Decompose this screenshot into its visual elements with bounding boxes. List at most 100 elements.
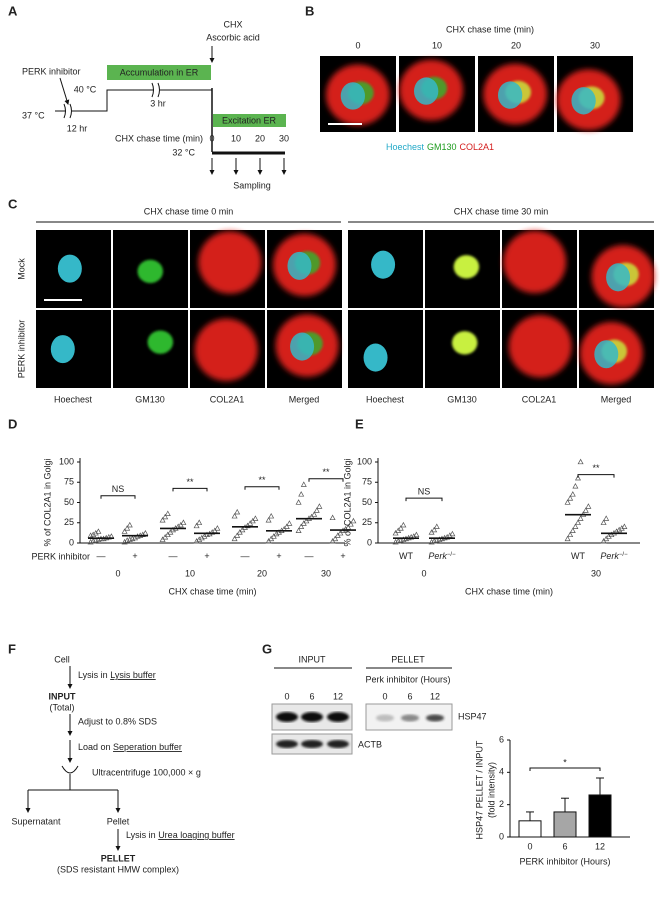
y-tick-label: 100 [357, 456, 372, 466]
x-tick-label: + [276, 551, 281, 561]
data-point [577, 458, 584, 465]
micrograph-content [272, 233, 336, 297]
y-tick-label: 0 [69, 537, 74, 547]
data-point [564, 535, 571, 542]
label: 32 °C [172, 147, 195, 157]
micrograph-content [503, 230, 567, 294]
data-point [196, 536, 203, 542]
x-axis-label: CHX chase time (min) [168, 586, 256, 596]
data-point [283, 523, 290, 529]
data-point [347, 521, 354, 527]
golgi [451, 331, 478, 355]
significance: ** [322, 467, 330, 477]
nucleus [50, 335, 75, 364]
data-point [276, 529, 282, 535]
node-label: (SDS resistant HMW complex) [57, 864, 179, 874]
y-tick-label: 50 [64, 497, 74, 507]
data-point [605, 533, 612, 539]
micrograph [348, 310, 423, 388]
nucleus [594, 340, 619, 369]
panel-label: E [355, 416, 364, 431]
data-point [298, 491, 305, 497]
y-tick-label: 0 [367, 537, 372, 547]
data-point [577, 515, 584, 521]
data-point [332, 535, 339, 542]
data-point [234, 532, 241, 538]
collagen [198, 231, 262, 294]
tube [61, 765, 79, 790]
category: — [305, 551, 314, 561]
green-box [107, 65, 211, 80]
data-point [295, 527, 302, 534]
data-point [567, 495, 574, 501]
y-tick-label: 100 [59, 456, 74, 466]
data-point [142, 529, 149, 536]
data-point [95, 528, 102, 534]
text: Urea loaging buffer [158, 830, 234, 840]
data-point [433, 523, 440, 529]
nucleus [371, 250, 396, 279]
y-tick-label: 6 [499, 734, 504, 744]
column-label: Hoechest [366, 394, 405, 404]
x-tick-label: 0 [527, 841, 532, 851]
nucleus [363, 343, 388, 372]
node-label: (Total) [49, 702, 74, 712]
group-label: 10 [185, 568, 195, 578]
data-point [170, 526, 176, 533]
label: CHX [223, 19, 242, 29]
data-point [121, 538, 128, 545]
bracket [405, 497, 443, 502]
micrograph-content [194, 318, 258, 381]
data-point [397, 525, 404, 531]
data-point [234, 508, 241, 515]
arrow [59, 77, 70, 105]
label: Accumulation in ER [120, 67, 199, 77]
category: + [340, 551, 345, 561]
significance: ** [258, 475, 266, 485]
data-point [600, 519, 607, 525]
data-point [575, 519, 581, 525]
data-point [231, 512, 238, 519]
row-label: PERK inhibitor [31, 551, 90, 561]
y-axis-label: % of COL2A1 in Golgi [342, 458, 352, 546]
data-point [316, 503, 323, 509]
lane-label: 6 [407, 691, 412, 701]
micrograph-content [508, 315, 572, 378]
node-label: Pellet [107, 816, 130, 826]
legend: Hoechest GM130 COL2A1 [386, 142, 494, 152]
x-tick-label: — [305, 551, 314, 561]
data-point [569, 491, 576, 497]
lane-label: 12 [430, 691, 440, 701]
y-tick-label: 50 [362, 497, 372, 507]
text: Load on [78, 742, 113, 752]
nucleus [57, 254, 82, 283]
x-axis-label: CHX chase time (min) [465, 586, 553, 596]
band [327, 740, 349, 748]
collagen [503, 230, 567, 294]
data-point [311, 511, 318, 517]
y-tick-label: 75 [362, 477, 372, 487]
group-label: 30 [321, 568, 331, 578]
x-tick-label: + [132, 551, 137, 561]
y-tick-label: 25 [64, 517, 74, 527]
label: 40 °C [74, 84, 97, 94]
data-point [121, 528, 128, 534]
micrograph-content [137, 259, 164, 284]
lane-label: 12 [333, 691, 343, 701]
column-label: COL2A1 [210, 394, 245, 404]
data-point [572, 482, 579, 489]
tick-label: 0 [355, 40, 360, 50]
category: — [97, 551, 106, 561]
y-tick-label: 2 [499, 799, 504, 809]
step-label: Lysis in Urea loaging buffer [126, 830, 235, 840]
nucleus [340, 82, 366, 110]
micrograph-content [50, 335, 75, 364]
significance: NS [418, 487, 431, 497]
data-point [400, 521, 407, 528]
golgi [147, 330, 174, 354]
bar [553, 811, 577, 838]
nucleus [571, 87, 596, 115]
data-point [431, 526, 438, 533]
data-point [616, 526, 623, 533]
